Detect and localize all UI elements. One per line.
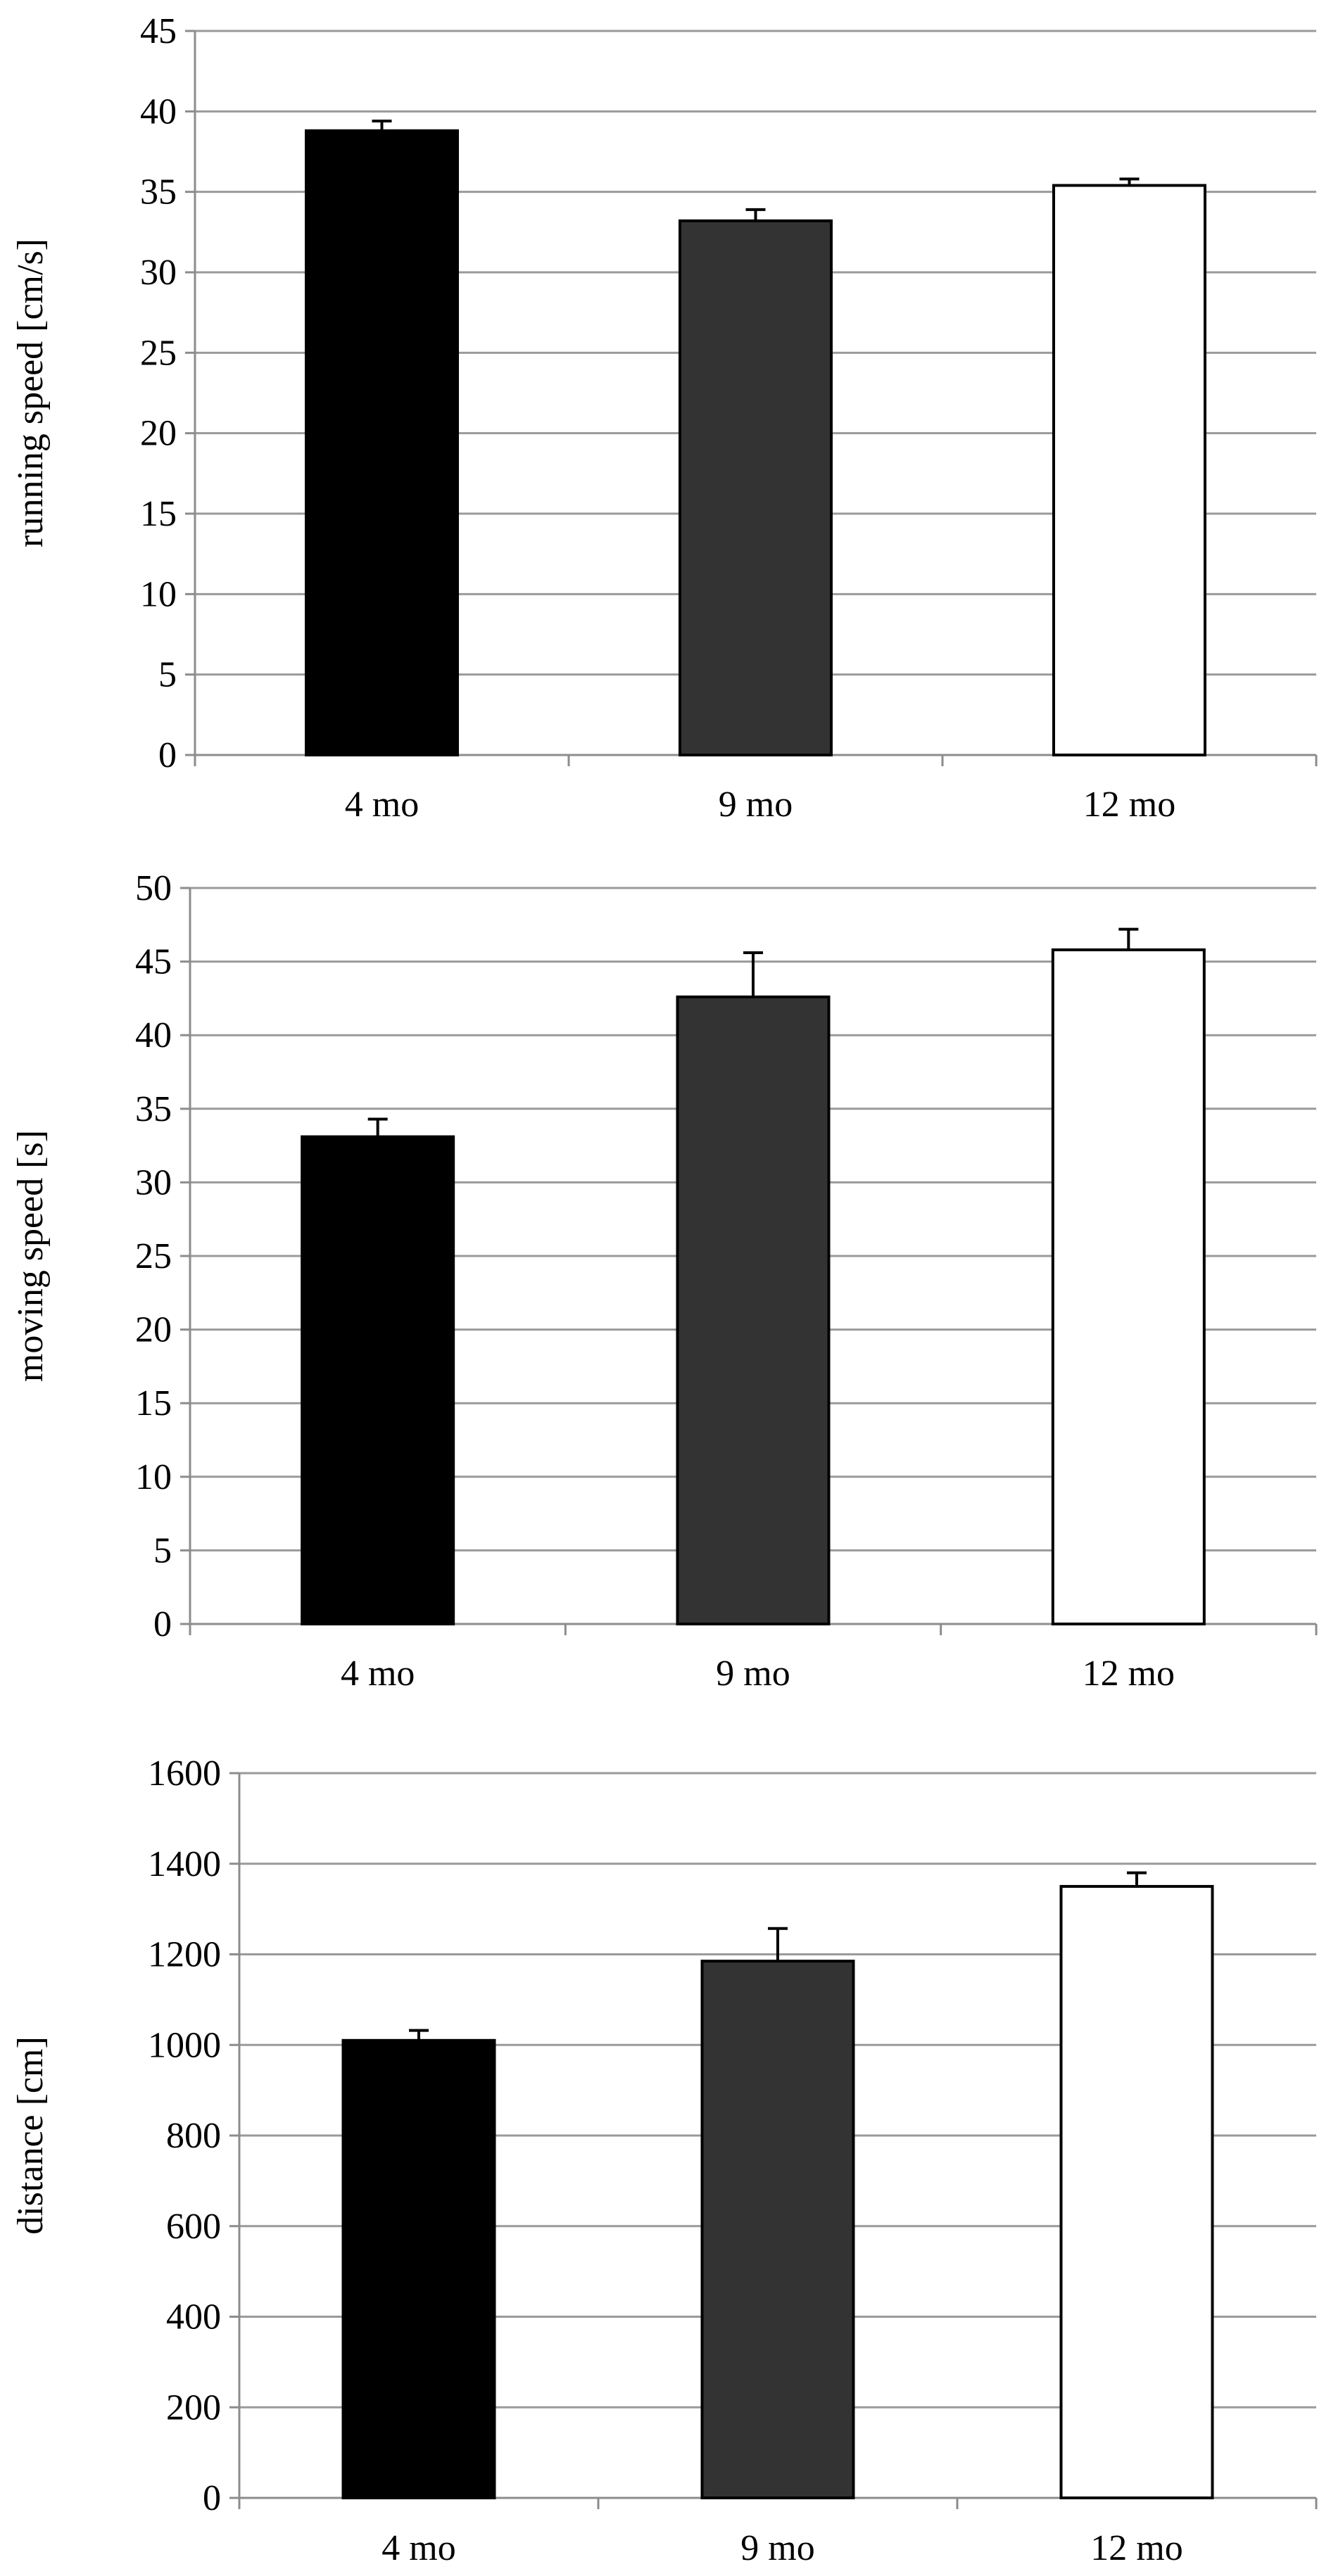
bar-4-mo <box>305 129 459 757</box>
y-tick-label: 20 <box>140 414 177 454</box>
y-tick-label: 45 <box>135 942 172 982</box>
y-tick-label: 10 <box>140 574 177 614</box>
y-tick-label: 800 <box>166 2116 221 2156</box>
y-tick-label: 20 <box>135 1310 172 1350</box>
y-tick-label: 1200 <box>148 1935 221 1975</box>
y-tick-label: 40 <box>140 91 177 132</box>
chart-moving-speed: 0 5 10 15 20 25 30 35 40 45 50 4 mo 9 mo 12 mo moving … <box>11 868 1318 1694</box>
y-axis-label: distance [cm] <box>11 2036 51 2235</box>
y-tick-label: 5 <box>153 1530 172 1571</box>
y-tick-label: 1600 <box>148 1753 221 1794</box>
y-tick-label: 25 <box>135 1236 172 1276</box>
bar-12-mo <box>1059 1884 1214 2499</box>
y-tick-label: 1400 <box>148 1844 221 1884</box>
y-tick-label: 1000 <box>148 2025 221 2065</box>
chart-distance: 0 200 400 600 800 1000 1200 1400 1600 4 mo 9 mo 12 … <box>11 1753 1318 2568</box>
y-tick-label: 30 <box>135 1162 172 1203</box>
y-tick-label: 30 <box>140 253 177 293</box>
y-tick-label: 25 <box>140 333 177 373</box>
y-axis-label: running speed [cm/s] <box>11 239 51 547</box>
y-tick-label: 200 <box>166 2387 221 2428</box>
x-tick-label: 9 mo <box>719 785 793 825</box>
y-tick-label: 0 <box>158 735 177 775</box>
bar-12-mo <box>1052 184 1206 756</box>
y-tick-label: 5 <box>158 655 177 695</box>
y-tick-label: 40 <box>135 1015 172 1055</box>
y-tick-label: 35 <box>140 172 177 212</box>
x-tick-label: 12 mo <box>1083 1654 1175 1694</box>
y-tick-label: 0 <box>203 2478 221 2518</box>
x-tick-label: 12 mo <box>1090 2528 1182 2568</box>
x-tick-label: 4 mo <box>345 785 419 825</box>
y-tick-label: 50 <box>135 868 172 908</box>
x-tick-label: 9 mo <box>716 1654 790 1694</box>
bar-4-mo <box>301 1135 455 1625</box>
x-tick-label: 4 mo <box>381 2528 455 2568</box>
x-tick-label: 4 mo <box>341 1654 415 1694</box>
x-tick-label: 9 mo <box>740 2528 814 2568</box>
y-tick-label: 400 <box>166 2297 221 2337</box>
y-tick-label: 600 <box>166 2207 221 2247</box>
y-tick-label: 10 <box>135 1457 172 1497</box>
bar-9-mo <box>676 995 831 1625</box>
y-tick-label: 15 <box>135 1383 172 1423</box>
y-tick-label: 45 <box>140 11 177 51</box>
y-axis-label: moving speed [s] <box>11 1130 51 1382</box>
bar-4-mo <box>341 2038 496 2499</box>
chart-running-speed: 0 5 10 15 20 25 30 35 40 45 4 mo 9 mo 12 mo running s… <box>11 11 1318 825</box>
bar-12-mo <box>1051 948 1206 1625</box>
y-tick-label: 15 <box>140 494 177 534</box>
y-tick-label: 35 <box>135 1089 172 1129</box>
bar-9-mo <box>679 219 833 756</box>
y-tick-label: 0 <box>153 1604 172 1644</box>
x-tick-label: 12 mo <box>1083 785 1175 825</box>
bar-9-mo <box>700 1960 855 2499</box>
